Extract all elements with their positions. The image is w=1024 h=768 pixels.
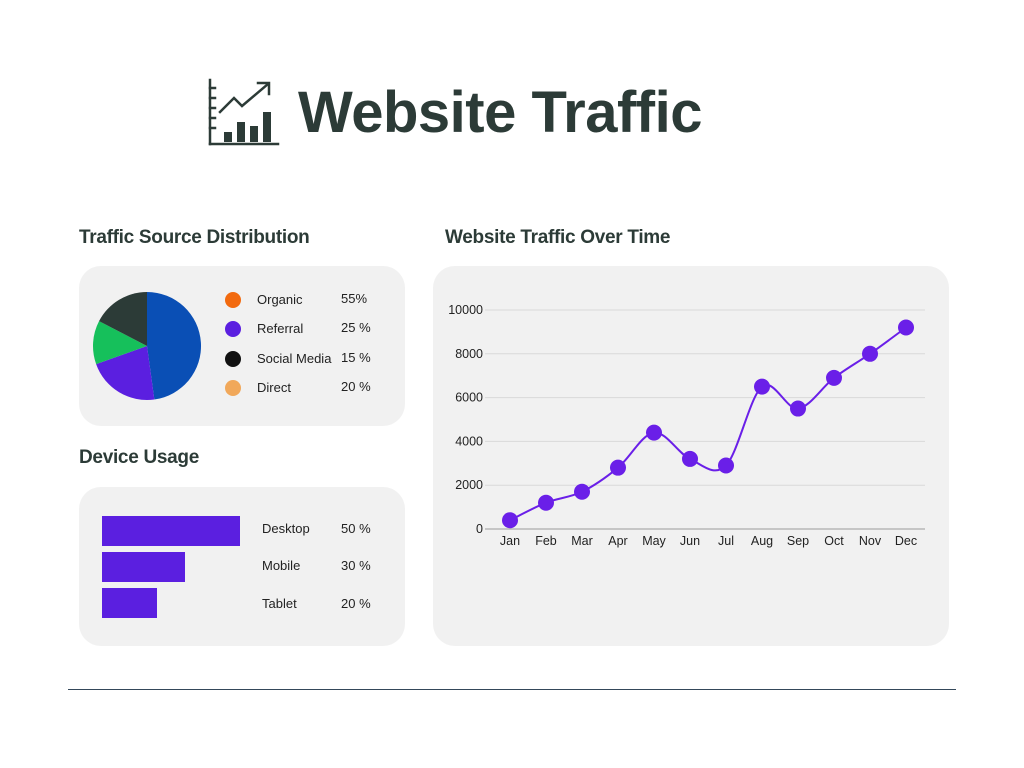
y-tick-label: 4000	[455, 434, 483, 448]
traffic-line	[509, 326, 907, 522]
data-point-apr	[610, 459, 626, 476]
legend-swatch	[225, 292, 241, 308]
data-point-oct	[826, 369, 842, 386]
x-tick-label: Sep	[787, 534, 809, 548]
device-value-desktop: 50 %	[341, 521, 371, 536]
pie-slice-organic	[147, 292, 202, 400]
traffic-over-time-line-chart: 0 2000 4000 6000 8000 10000 Jan Feb Mar Apr May Jun…	[448, 303, 925, 548]
data-point-dec	[898, 319, 914, 336]
traffic-source-title: Traffic Source Distribution	[79, 227, 310, 248]
pie-slice-direct	[99, 292, 147, 346]
y-tick-label: 10000	[448, 303, 483, 317]
page-title: Website Traffic	[298, 79, 703, 145]
legend-value: 20 %	[341, 379, 371, 394]
data-point-jul	[718, 457, 734, 474]
legend-swatch	[225, 321, 241, 337]
legend-swatch	[225, 380, 241, 396]
x-tick-label: Apr	[608, 534, 627, 548]
device-usage-title: Device Usage	[79, 447, 199, 468]
legend-value: 55%	[341, 291, 368, 306]
y-tick-label: 0	[476, 522, 483, 536]
x-tick-label: Feb	[535, 534, 557, 548]
data-point-nov	[862, 345, 878, 362]
x-tick-label: Oct	[824, 534, 844, 548]
pie-slice-referral	[96, 346, 155, 401]
traffic-over-time-title: Website Traffic Over Time	[445, 227, 671, 248]
device-bar-tablet	[102, 588, 158, 618]
data-point-aug	[754, 378, 770, 395]
traffic-source-card: Organic 55% Referral 25 % Social Media 1…	[79, 266, 405, 426]
data-point-jun	[682, 450, 698, 467]
y-tick-label: 8000	[455, 347, 483, 361]
traffic-source-pie-chart	[93, 292, 202, 401]
x-tick-label: Jul	[718, 534, 734, 548]
chart-growth-icon	[208, 78, 280, 146]
device-value-tablet: 20 %	[341, 596, 371, 611]
device-label-mobile: Mobile	[262, 558, 301, 573]
device-value-mobile: 30 %	[341, 558, 371, 573]
data-point-jan	[502, 512, 518, 529]
device-usage-card: Desktop 50 % Mobile 30 % Tablet 20 %	[79, 487, 405, 646]
data-point-sep	[790, 400, 806, 417]
device-bar-desktop	[102, 516, 240, 546]
traffic-over-time-card: 0 2000 4000 6000 8000 10000 Jan Feb Mar Apr May Jun…	[433, 266, 949, 646]
legend-label: Organic	[257, 292, 303, 307]
y-tick-label: 6000	[455, 391, 483, 405]
legend-label: Referral	[257, 321, 304, 336]
legend-value: 15 %	[341, 350, 371, 365]
x-tick-label: Aug	[751, 534, 773, 548]
legend-label: Social Media	[257, 351, 332, 366]
x-tick-label: Mar	[571, 534, 593, 548]
pie-slice-social-media	[93, 321, 147, 365]
device-label-tablet: Tablet	[262, 596, 297, 611]
footer-divider	[68, 689, 956, 690]
page-header: Website Traffic	[206, 76, 703, 148]
x-tick-label: Jan	[500, 534, 520, 548]
x-tick-label: Dec	[895, 534, 917, 548]
x-tick-label: May	[642, 534, 666, 548]
device-bar-mobile	[102, 552, 185, 582]
x-tick-label: Jun	[680, 534, 700, 548]
legend-label: Direct	[257, 380, 291, 395]
legend-value: 25 %	[341, 320, 371, 335]
y-tick-label: 2000	[455, 478, 483, 492]
x-tick-label: Nov	[859, 534, 882, 548]
legend-swatch	[225, 351, 241, 367]
data-point-may	[646, 424, 662, 441]
data-point-mar	[574, 483, 590, 500]
device-label-desktop: Desktop	[262, 521, 310, 536]
data-point-feb	[538, 494, 554, 511]
